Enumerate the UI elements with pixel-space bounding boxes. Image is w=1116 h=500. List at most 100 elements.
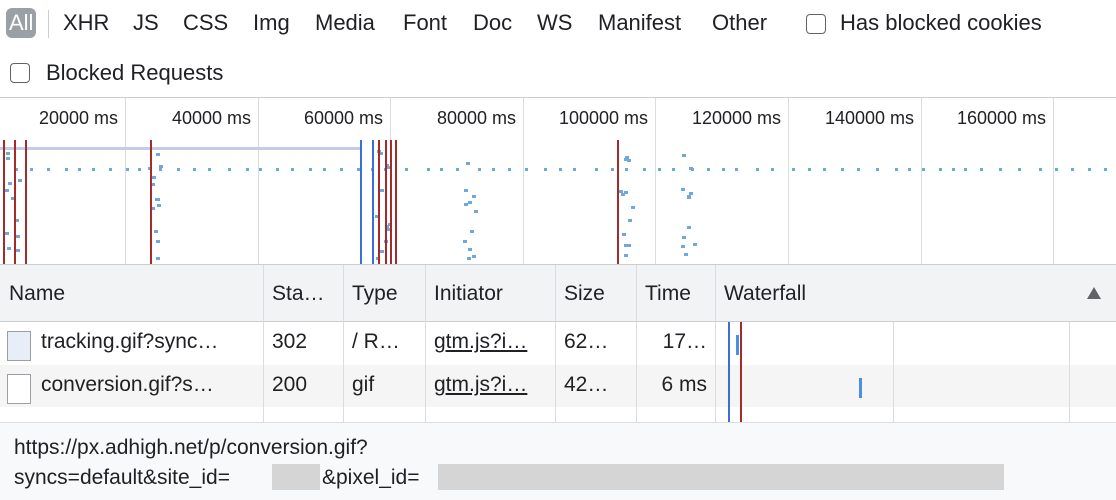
column-header[interactable]: Name bbox=[9, 282, 66, 305]
request-dot bbox=[841, 168, 844, 171]
request-dot bbox=[687, 196, 691, 199]
cell: / R… bbox=[352, 330, 400, 353]
column-header[interactable]: Type bbox=[352, 282, 398, 305]
column-header[interactable]: Waterfall bbox=[724, 282, 807, 305]
request-dot bbox=[464, 203, 468, 206]
request-dot bbox=[47, 168, 50, 171]
column-header[interactable]: Initiator bbox=[434, 282, 503, 305]
filter-button[interactable]: WS bbox=[537, 10, 573, 35]
request-dot bbox=[625, 156, 629, 159]
redaction bbox=[272, 464, 320, 490]
column-header[interactable]: Sta… bbox=[272, 282, 325, 305]
request-dot bbox=[468, 201, 472, 204]
column-header[interactable]: Time bbox=[645, 282, 691, 305]
filter-button[interactable]: Media bbox=[315, 10, 375, 35]
request-dot bbox=[405, 168, 408, 171]
event-line bbox=[378, 140, 380, 264]
tick-label: 120000 ms bbox=[691, 108, 781, 128]
checkbox[interactable] bbox=[806, 14, 826, 34]
request-dot bbox=[707, 168, 710, 171]
tick-label: 160000 ms bbox=[956, 108, 1046, 128]
column-divider bbox=[343, 265, 344, 422]
request-dot bbox=[681, 245, 685, 248]
column-header[interactable]: Size bbox=[564, 282, 605, 305]
tick-label: 60000 ms bbox=[303, 108, 383, 128]
request-dot bbox=[792, 168, 795, 171]
request-dot bbox=[1039, 168, 1042, 171]
request-dot bbox=[611, 168, 614, 171]
request-dot bbox=[682, 154, 686, 157]
request-dot bbox=[291, 168, 294, 171]
initiator-link[interactable]: gtm.js?i… bbox=[434, 330, 528, 353]
initiator-link[interactable]: gtm.js?i… bbox=[434, 373, 528, 396]
request-dot bbox=[466, 162, 470, 165]
column-divider bbox=[263, 265, 264, 422]
grid-line bbox=[523, 98, 524, 264]
request-dot bbox=[771, 168, 774, 171]
request-dot bbox=[177, 168, 180, 171]
request-dot bbox=[323, 168, 326, 171]
request-dot bbox=[672, 168, 675, 171]
filter-button[interactable]: XHR bbox=[63, 10, 110, 35]
request-dot bbox=[380, 250, 384, 253]
request-dot bbox=[30, 168, 33, 171]
filter-button[interactable]: JS bbox=[133, 10, 159, 35]
filter-button[interactable]: All bbox=[6, 8, 37, 38]
request-dot bbox=[228, 168, 231, 171]
request-dot bbox=[684, 253, 688, 256]
request-dot bbox=[15, 219, 19, 222]
request-dot bbox=[472, 195, 476, 198]
request-dot bbox=[18, 179, 22, 182]
request-dot bbox=[65, 168, 68, 171]
filter-button[interactable]: Other bbox=[712, 10, 768, 35]
request-dot bbox=[463, 240, 467, 243]
sort-icon[interactable] bbox=[1086, 286, 1102, 300]
column-divider bbox=[715, 265, 716, 422]
request-dot bbox=[259, 168, 262, 171]
request-dot bbox=[619, 190, 623, 193]
cell: gif bbox=[352, 373, 375, 396]
request-dot bbox=[193, 168, 196, 171]
url-line: &pixel_id= bbox=[322, 466, 420, 489]
cell: 62… bbox=[564, 330, 609, 353]
checkbox[interactable] bbox=[10, 63, 30, 83]
request-dot bbox=[622, 233, 626, 236]
tick-label: 1800 bbox=[1049, 108, 1116, 129]
request-dot bbox=[999, 168, 1002, 171]
request-dot bbox=[631, 206, 635, 209]
request-dot bbox=[8, 182, 12, 185]
filter-button[interactable]: Font bbox=[403, 10, 448, 35]
request-dot bbox=[385, 225, 389, 228]
request-dot bbox=[126, 168, 129, 171]
waterfall-bar bbox=[859, 378, 862, 398]
cell[interactable]: conversion.gif?s… bbox=[41, 373, 214, 396]
filter-button[interactable]: Manifest bbox=[598, 10, 682, 35]
request-dot bbox=[624, 191, 628, 194]
request-dot bbox=[154, 230, 158, 233]
checkbox-label[interactable]: Has blocked cookies bbox=[840, 10, 1042, 35]
request-dot bbox=[595, 168, 598, 171]
tick-label: 80000 ms bbox=[436, 108, 516, 128]
request-dot bbox=[16, 249, 20, 252]
request-dot bbox=[939, 168, 942, 171]
cell: 200 bbox=[272, 373, 308, 396]
divider bbox=[0, 97, 1116, 98]
filter-button[interactable]: CSS bbox=[183, 10, 229, 35]
request-dot bbox=[525, 168, 528, 171]
request-dot bbox=[621, 193, 625, 196]
cell[interactable]: tracking.gif?sync… bbox=[41, 330, 219, 353]
checkbox-label[interactable]: Blocked Requests bbox=[46, 60, 224, 85]
separator bbox=[48, 10, 49, 38]
request-dot bbox=[375, 215, 379, 218]
request-dot bbox=[7, 247, 11, 250]
request-dot bbox=[627, 159, 631, 162]
request-dot bbox=[1055, 168, 1058, 171]
request-dot bbox=[544, 168, 547, 171]
request-dot bbox=[876, 168, 879, 171]
filter-button[interactable]: Img bbox=[253, 10, 290, 35]
filter-button[interactable]: Doc bbox=[473, 10, 513, 35]
request-dot bbox=[309, 168, 312, 171]
tick-label: 140000 ms bbox=[824, 108, 914, 128]
request-dot bbox=[11, 197, 15, 200]
request-dot bbox=[157, 204, 161, 207]
